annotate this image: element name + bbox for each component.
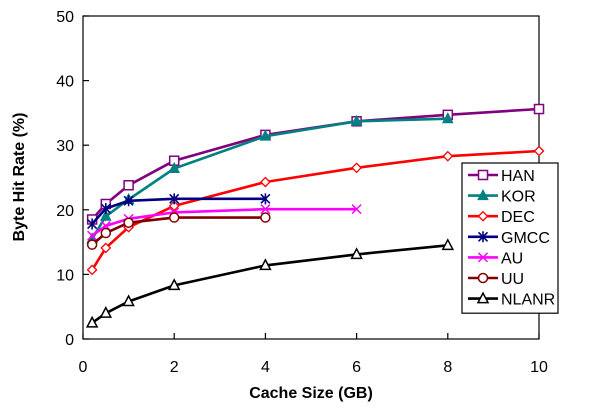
data-point-uu [123,217,134,228]
series-line-dec [90,149,540,271]
data-point-kor [441,112,454,124]
x-axis-ticks: 0 2 4 6 8 10 [79,333,548,376]
data-point-nlanr [85,315,99,328]
legend-marker-gmcc [477,231,489,243]
legend-label-kor: KOR [501,189,536,206]
y-tick-label: 20 [56,203,74,220]
legend-item-au: AU [468,250,523,267]
x-tick-label: 6 [352,359,361,376]
data-point-uu [100,227,112,239]
data-point-gmcc [169,193,180,205]
x-tick-label: 8 [443,359,452,376]
data-point-han [533,103,545,115]
legend-item-gmcc: GMCC [468,230,550,247]
data-point-gmcc [260,193,271,205]
data-point-dec [442,150,454,162]
x-tick-label: 10 [530,359,548,376]
legend-label-au: AU [501,250,523,267]
legend-label-nlanr: NLANR [501,292,555,309]
data-point-gmcc [123,195,134,207]
data-point-kor [259,129,272,141]
x-tick-label: 0 [79,359,88,376]
y-axis-title: Byte Hit Rate (%) [11,113,28,242]
y-axis-ticks: 0 10 20 30 40 50 [56,9,89,349]
legend-label-dec: DEC [501,209,535,226]
series-layer [85,103,545,328]
data-point-uu [260,212,271,223]
data-point-nlanr [122,294,135,307]
legend-item-uu: UU [468,271,524,288]
data-point-nlanr [259,258,272,271]
legend-item-nlanr: NLANR [468,291,555,309]
data-point-nlanr [167,278,181,291]
series-uu [86,212,271,250]
legend-item-kor: KOR [468,189,536,206]
data-point-gmcc [87,218,98,230]
legend-marker-dec [477,210,489,222]
data-point-au [260,204,271,215]
legend: HAN KOR DEC GMCC AU UU NLANR [461,162,559,314]
data-point-nlanr [441,238,455,251]
legend-marker-nlanr [476,291,490,304]
y-tick-label: 30 [56,138,74,155]
legend-marker-kor [477,189,489,201]
legend-marker-au [477,252,489,263]
data-point-au [351,204,362,215]
y-tick-label: 40 [56,74,74,91]
data-point-nlanr [99,306,113,318]
data-point-kor [350,114,363,126]
y-tick-label: 10 [56,267,74,284]
x-axis-title: Cache Size (GB) [249,385,373,402]
data-point-kor [168,161,181,173]
data-point-dec [259,176,271,188]
legend-marker-uu [477,272,489,284]
data-point-uu [168,212,180,223]
data-point-dec [100,242,112,254]
data-point-dec [533,145,545,157]
data-point-gmcc [100,203,111,215]
data-point-dec [86,264,98,276]
series-nlanr [85,238,455,328]
data-point-han [123,180,134,191]
legend-label-han: HAN [501,168,535,185]
data-point-au [87,230,98,241]
data-point-dec [351,162,363,174]
data-point-nlanr [350,247,363,260]
data-point-kor [99,209,112,221]
y-tick-label: 50 [56,9,74,26]
x-tick-label: 2 [170,359,179,376]
data-point-uu [86,239,98,250]
legend-label-uu: UU [501,271,524,288]
data-point-dec [168,200,180,212]
x-tick-label: 4 [261,359,270,376]
legend-label-gmcc: GMCC [501,230,550,247]
legend-marker-han [477,169,489,181]
legend-item-dec: DEC [468,209,535,226]
y-tick-label: 0 [65,332,74,349]
series-gmcc [87,193,271,230]
legend-item-han: HAN [468,168,535,185]
